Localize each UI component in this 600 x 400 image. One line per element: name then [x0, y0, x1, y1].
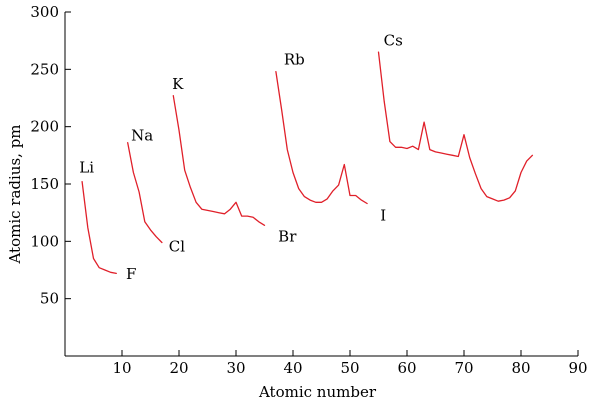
y-tick-label: 200 [30, 118, 59, 136]
period-4-line [172, 95, 266, 226]
element-label-cl: Cl [169, 238, 185, 256]
x-axis-title: Atomic number [258, 383, 377, 400]
x-tick-label: 90 [568, 359, 587, 377]
x-tick-label: 50 [340, 359, 359, 377]
element-label-na: Na [131, 126, 153, 144]
element-label-rb: Rb [284, 51, 305, 69]
y-axis-title: Atomic radius, pm [6, 124, 24, 264]
element-label-br: Br [278, 227, 297, 245]
plot-layer: Li F Na Cl K Br Rb I Cs [79, 31, 534, 283]
x-tick-label: 70 [454, 359, 473, 377]
period-5-line [275, 70, 368, 205]
element-label-li: Li [79, 159, 94, 177]
x-tick-label: 60 [397, 359, 416, 377]
x-tick-label: 80 [511, 359, 530, 377]
element-label-i: I [380, 207, 386, 225]
y-tick-label: 300 [30, 3, 59, 21]
period-2-line [81, 181, 117, 275]
element-label-k: K [172, 75, 184, 93]
y-tick-label: 150 [30, 175, 59, 193]
axes-layer: 50 100 150 200 250 300 10 20 30 40 50 60 70 80 90 [30, 3, 587, 377]
y-tick-label: 100 [30, 232, 59, 250]
x-tick-label: 40 [283, 359, 302, 377]
period-6-line [377, 51, 534, 202]
period-3-line [127, 142, 163, 244]
element-label-cs: Cs [384, 31, 403, 49]
x-tick-label: 10 [112, 359, 131, 377]
x-tick-label: 30 [226, 359, 245, 377]
element-label-f: F [126, 265, 136, 283]
x-tick-label: 20 [169, 359, 188, 377]
y-tick-label: 50 [40, 290, 59, 308]
y-tick-label: 250 [30, 60, 59, 78]
